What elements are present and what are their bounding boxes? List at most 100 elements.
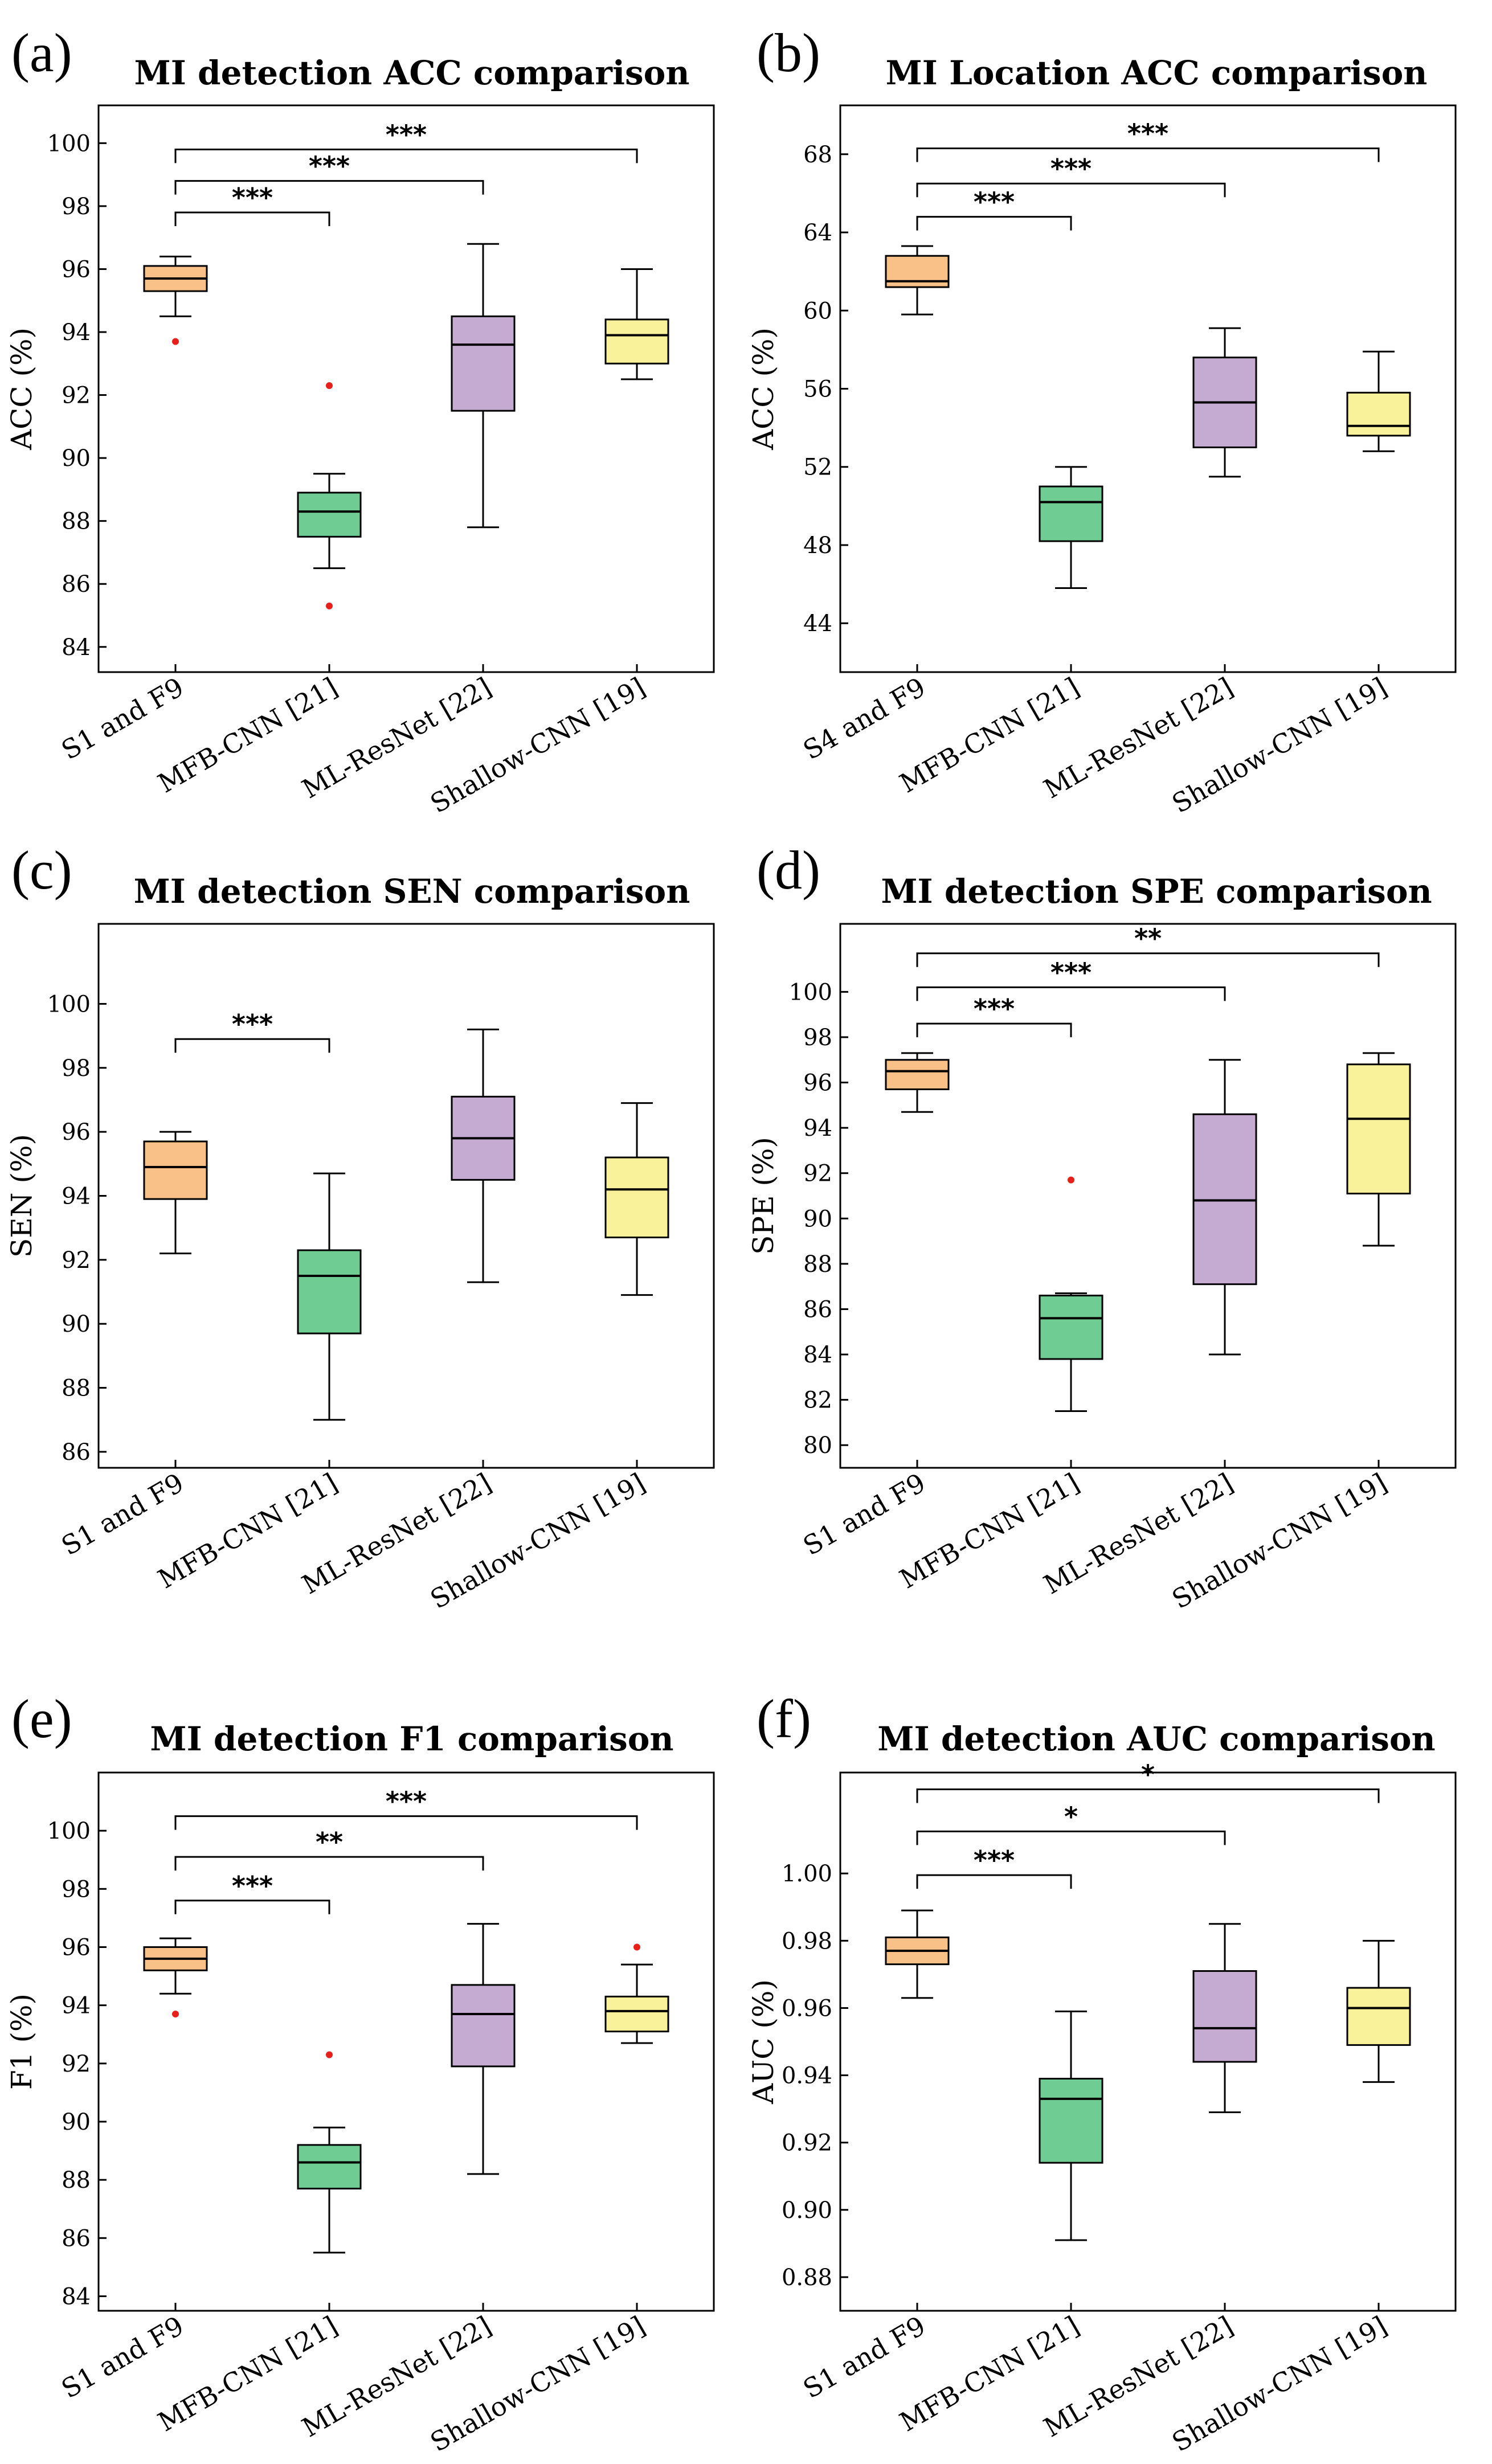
y-tick-label: 48 <box>803 533 832 559</box>
y-tick-label: 96 <box>62 1934 91 1960</box>
x-tick-label: S1 and F9 <box>56 672 189 766</box>
x-tick-label: S1 and F9 <box>798 1467 931 1562</box>
y-tick-label: 98 <box>803 1025 832 1051</box>
y-tick-label: 60 <box>803 298 832 324</box>
y-tick-label: 98 <box>62 1055 91 1082</box>
box-3 <box>451 243 516 529</box>
box-4 <box>604 268 669 380</box>
box-body <box>1039 2077 1103 2164</box>
significance-bracket-3: *** <box>174 119 638 163</box>
y-tick-label: 90 <box>62 1311 91 1337</box>
y-tick-label: 84 <box>803 1342 832 1368</box>
significance-label: * <box>1064 1801 1078 1832</box>
chart-panel-6: (f) MI detection AUC comparison AUC (%) 0.8… <box>747 1688 1457 2458</box>
bracket-line <box>174 1900 330 1914</box>
significance-bracket-1: *** <box>174 1009 330 1053</box>
box-2 <box>297 1172 362 1421</box>
panel-label: (a) <box>11 22 72 83</box>
y-tick-label: 94 <box>62 320 91 346</box>
y-tick-label: 0.92 <box>782 2130 832 2156</box>
box-body <box>1039 1295 1103 1360</box>
significance-label: * <box>1141 1759 1155 1790</box>
x-tick-label: S1 and F9 <box>56 1467 189 1562</box>
significance-bracket-2: * <box>916 1801 1226 1845</box>
significance-label: *** <box>1127 118 1168 149</box>
y-tick-label: 98 <box>62 1876 91 1902</box>
box-body <box>1192 1970 1257 2063</box>
significance-bracket-2: ** <box>174 1827 484 1871</box>
significance-label: *** <box>974 993 1015 1024</box>
y-tick-label: 0.90 <box>782 2197 832 2224</box>
y-tick-label: 88 <box>62 2167 91 2193</box>
y-tick-label: 94 <box>62 1993 91 2019</box>
chart-title: MI detection F1 comparison <box>150 1720 673 1758</box>
y-axis-label: F1 (%) <box>5 1994 38 2090</box>
box-4 <box>604 1102 669 1296</box>
box-3 <box>1192 1059 1257 1356</box>
bracket-line <box>916 147 1380 162</box>
x-tick-label: S4 and F9 <box>798 672 931 766</box>
bracket-line <box>174 1038 330 1053</box>
y-tick-label: 94 <box>803 1115 832 1141</box>
box-body <box>604 1995 669 2033</box>
chart-title: MI detection ACC comparison <box>134 54 690 92</box>
outlier-point <box>1068 1176 1074 1184</box>
box-body <box>297 2144 362 2189</box>
bracket-line <box>916 182 1226 198</box>
box-1 <box>885 1909 950 1999</box>
box-2 <box>1039 1176 1103 1413</box>
panel-label: (b) <box>757 22 820 83</box>
plot-area <box>839 923 1457 1469</box>
significance-bracket-1: *** <box>174 1870 330 1914</box>
box-1 <box>143 255 208 345</box>
box-4 <box>1346 1939 1411 2083</box>
significance-label: *** <box>232 182 273 213</box>
y-tick-label: 44 <box>803 611 832 637</box>
chart-panel-4: (d) MI detection SPE comparison SPE (%) 80 8… <box>747 840 1457 1615</box>
box-body <box>1039 485 1103 542</box>
significance-label: ** <box>316 1827 343 1857</box>
significance-label: *** <box>974 187 1015 218</box>
y-tick-label: 86 <box>62 571 91 597</box>
box-3 <box>451 1923 516 2175</box>
box-body <box>451 1984 516 2068</box>
x-tick-label: S1 and F9 <box>798 2310 931 2405</box>
y-tick-label: 68 <box>803 142 832 168</box>
significance-bracket-3: *** <box>174 1786 638 1830</box>
box-4 <box>1346 350 1411 452</box>
significance-bracket-1: *** <box>174 182 330 226</box>
box-body <box>1346 1063 1411 1195</box>
bracket-line <box>174 1815 638 1830</box>
chart-panel-1: (a) MI detection ACC comparison ACC (%) 84 8… <box>5 22 715 819</box>
y-tick-label: 64 <box>803 220 832 246</box>
outlier-point <box>172 338 179 345</box>
significance-label: *** <box>232 1870 273 1901</box>
box-body <box>604 318 669 365</box>
y-tick-label: 96 <box>62 1119 91 1145</box>
box-body <box>1346 1987 1411 2046</box>
chart-title: MI detection AUC comparison <box>877 1720 1435 1758</box>
box-1 <box>143 1937 208 2017</box>
bracket-line <box>916 1788 1380 1803</box>
panel-label: (d) <box>757 840 820 901</box>
y-tick-label: 0.98 <box>782 1928 832 1954</box>
box-4 <box>604 1943 669 2044</box>
y-tick-label: 92 <box>62 2051 91 2077</box>
y-tick-label: 80 <box>803 1432 832 1459</box>
y-tick-label: 90 <box>803 1206 832 1232</box>
box-1 <box>143 1131 208 1255</box>
bracket-line <box>916 1830 1226 1845</box>
significance-label: *** <box>1050 153 1092 184</box>
significance-bracket-2: *** <box>916 957 1226 1001</box>
box-body <box>143 1140 208 1200</box>
y-tick-label: 0.96 <box>782 1995 832 2021</box>
significance-label: *** <box>386 119 427 150</box>
y-axis-label: AUC (%) <box>747 1979 780 2105</box>
y-axis-label: ACC (%) <box>747 328 780 451</box>
y-tick-label: 90 <box>62 445 91 472</box>
outlier-point <box>326 382 333 389</box>
box-body <box>297 1249 362 1335</box>
outlier-point <box>633 1943 640 1951</box>
y-tick-label: 84 <box>62 635 91 661</box>
